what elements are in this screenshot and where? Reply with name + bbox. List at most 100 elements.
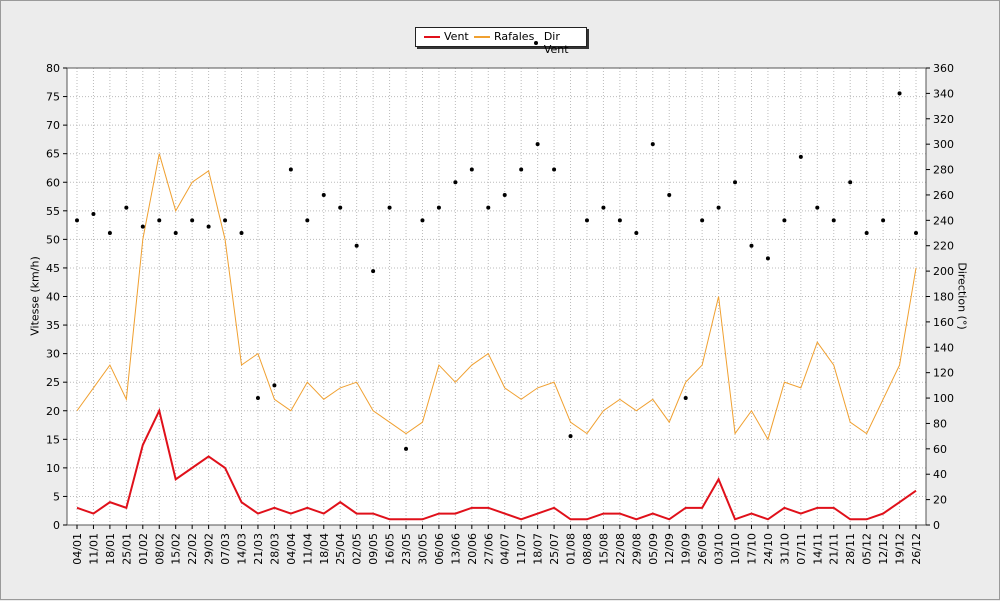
y-right-tick-label: 240	[933, 214, 954, 227]
gust-line	[76, 153, 917, 441]
direction-point	[107, 231, 112, 236]
x-tick-label: 04/07	[499, 533, 512, 565]
y-right-tick-label: 360	[933, 62, 954, 75]
direction-point	[75, 218, 79, 223]
direction-point	[321, 192, 326, 197]
x-tick-label: 07/11	[795, 533, 808, 565]
x-tick-label: 08/08	[581, 533, 594, 565]
direction-point	[387, 205, 392, 210]
x-tick-label: 11/07	[515, 533, 528, 565]
x-tick-label: 03/10	[713, 533, 726, 565]
direction-point	[173, 231, 178, 236]
y-left-tick-label: 15	[46, 433, 60, 446]
direction-point	[157, 218, 162, 223]
chart-legend: Vent Rafales Dir Vent	[415, 27, 587, 56]
x-tick-label: 28/11	[844, 533, 857, 565]
legend-item-gust: Rafales	[474, 30, 534, 43]
y-left-tick-label: 80	[46, 62, 60, 75]
x-tick-label: 19/12	[894, 533, 907, 565]
direction-point	[667, 192, 672, 197]
y-left-tick-label: 0	[53, 519, 60, 532]
y-axis-right-ticks: 0 20 40 60 80 100 120 140 160 180 200 220 240 260 280 3…	[926, 62, 954, 532]
direction-point	[700, 218, 705, 223]
direction-point	[881, 218, 886, 223]
x-tick-label: 10/10	[729, 533, 742, 565]
direction-point	[486, 205, 491, 210]
x-tick-label: 11/01	[87, 533, 100, 565]
x-tick-label: 14/03	[236, 533, 249, 565]
x-tick-label: 15/02	[170, 533, 183, 565]
x-tick-label: 25/01	[120, 533, 133, 565]
y-right-tick-label: 40	[933, 468, 947, 481]
y-axis-left-title: Vitesse (km/h)	[28, 256, 42, 336]
x-tick-label: 29/08	[630, 533, 643, 565]
direction-point	[124, 205, 129, 210]
direction-point	[765, 256, 770, 261]
direction-point	[733, 180, 738, 185]
direction-point	[568, 434, 573, 439]
x-tick-label: 28/03	[268, 533, 281, 565]
x-tick-label: 01/08	[565, 533, 578, 565]
direction-point	[782, 218, 787, 223]
x-tick-label: 26/09	[696, 533, 709, 565]
x-tick-label: 21/03	[252, 533, 265, 565]
direction-point	[371, 269, 376, 274]
y-right-tick-label: 80	[933, 417, 947, 430]
x-tick-label: 07/03	[219, 533, 232, 565]
x-tick-label: 15/08	[597, 533, 610, 565]
x-tick-label: 02/05	[351, 533, 364, 565]
y-right-tick-label: 280	[933, 164, 954, 177]
x-tick-label: 25/07	[548, 533, 561, 565]
y-right-tick-label: 0	[933, 519, 940, 532]
legend-direction-label: Dir Vent	[543, 30, 569, 56]
x-tick-label: 04/04	[285, 533, 298, 565]
direction-point	[617, 218, 622, 223]
y-left-tick-label: 30	[46, 348, 60, 361]
y-right-tick-label: 300	[933, 138, 954, 151]
x-tick-label: 26/12	[910, 533, 923, 565]
y-left-tick-label: 50	[46, 233, 60, 246]
gust-series	[76, 153, 917, 441]
direction-point	[584, 218, 589, 223]
x-tick-label: 18/04	[318, 533, 331, 565]
x-tick-label: 22/02	[186, 533, 199, 565]
direction-point	[897, 91, 902, 96]
y-right-tick-label: 260	[933, 189, 954, 202]
y-right-tick-label: 220	[933, 240, 954, 253]
y-left-tick-label: 70	[46, 119, 60, 132]
y-left-tick-label: 5	[53, 490, 60, 503]
y-left-tick-label: 10	[46, 462, 60, 475]
y-left-tick-label: 35	[46, 319, 60, 332]
y-right-tick-label: 140	[933, 341, 954, 354]
y-right-tick-label: 320	[933, 113, 954, 126]
direction-point	[535, 142, 540, 147]
y-right-tick-label: 120	[933, 367, 954, 380]
y-left-tick-label: 65	[46, 148, 60, 161]
y-left-tick-label: 45	[46, 262, 60, 275]
x-tick-label: 25/04	[334, 533, 347, 565]
direction-point	[420, 218, 425, 223]
wind-line	[76, 407, 917, 521]
x-tick-label: 23/05	[400, 533, 413, 565]
direction-point	[831, 218, 836, 223]
direction-point	[140, 224, 145, 229]
direction-point	[683, 396, 688, 401]
direction-point	[815, 205, 820, 210]
x-tick-label: 18/07	[532, 533, 545, 565]
x-tick-label: 21/11	[828, 533, 841, 565]
y-left-tick-label: 55	[46, 205, 60, 218]
direction-series	[75, 91, 918, 451]
direction-point	[338, 205, 343, 210]
y-right-tick-label: 180	[933, 291, 954, 304]
x-tick-label: 16/05	[384, 533, 397, 565]
direction-point	[749, 243, 754, 248]
x-tick-label: 17/10	[745, 533, 758, 565]
y-right-tick-label: 340	[933, 87, 954, 100]
y-axis-right-title: Direction (°)	[955, 262, 969, 330]
x-tick-label: 13/06	[449, 533, 462, 565]
x-tick-label: 08/02	[153, 533, 166, 565]
legend-wind-label: Vent	[444, 30, 469, 43]
direction-point	[288, 167, 293, 172]
legend-item-wind: Vent	[424, 30, 469, 43]
